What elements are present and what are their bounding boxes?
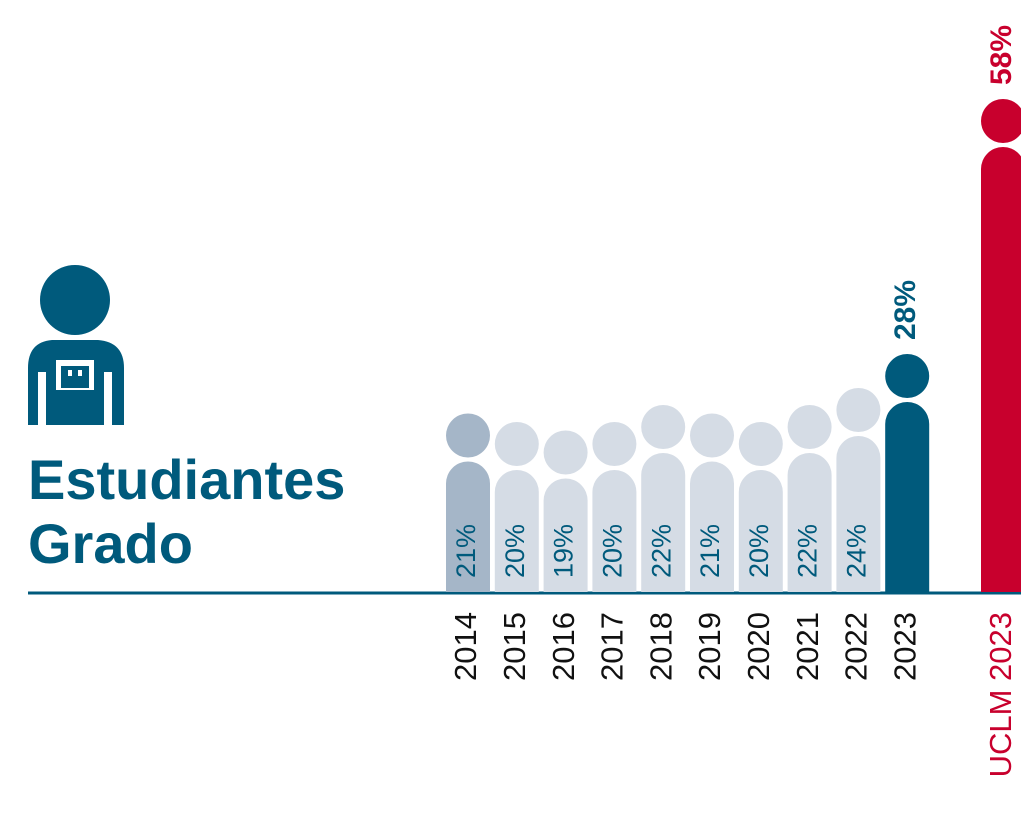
- x-tick-label: 2014: [448, 612, 483, 681]
- value-label: 19%: [549, 524, 579, 578]
- figure: [738, 422, 783, 592]
- value-label: 58%: [985, 25, 1018, 85]
- x-tick-label: 2022: [839, 612, 874, 681]
- figure-head: [494, 422, 539, 466]
- x-tick-label: 2015: [497, 612, 532, 681]
- figure-body: [690, 461, 734, 592]
- figure-head: [641, 405, 686, 449]
- figure-head: [592, 422, 637, 466]
- value-label: 20%: [598, 524, 628, 578]
- figure: [543, 430, 588, 592]
- value-label: 21%: [695, 524, 725, 578]
- x-tick-label: 2017: [595, 612, 630, 681]
- figure-head: [836, 388, 881, 432]
- x-tick-label: UCLM 2023: [983, 612, 1018, 777]
- figure: [641, 405, 686, 592]
- chart-title: Estudiantes Grado: [28, 448, 346, 575]
- x-tick-label: 2021: [790, 612, 825, 681]
- x-tick-label: 2016: [546, 612, 581, 681]
- figure-body: [446, 461, 490, 592]
- figure-body: [494, 470, 539, 592]
- figure-body: [641, 453, 686, 592]
- value-label: 20%: [744, 524, 774, 578]
- figure-body: [981, 147, 1021, 592]
- value-label: 22%: [793, 524, 823, 578]
- figure: [690, 413, 734, 592]
- figure-body: [738, 470, 783, 592]
- value-label: 20%: [500, 524, 530, 578]
- figure-body: [836, 436, 881, 592]
- figure-head: [446, 413, 490, 458]
- value-label: 28%: [889, 280, 922, 340]
- figure: [446, 413, 490, 592]
- figure-head: [690, 413, 734, 458]
- figure-head: [543, 430, 588, 475]
- value-label: 21%: [451, 524, 481, 578]
- x-tick-label: 2020: [741, 612, 776, 681]
- value-label: 22%: [646, 524, 676, 578]
- student-icon: [28, 265, 124, 425]
- figure: [981, 99, 1021, 592]
- figure: [836, 388, 881, 592]
- figure-head: [787, 405, 832, 449]
- figure-head: [885, 354, 930, 398]
- x-tick-label: 2018: [643, 612, 678, 681]
- figure: [787, 405, 832, 592]
- figure-body: [885, 402, 930, 592]
- figure-body: [543, 478, 588, 592]
- x-tick-label: 2023: [887, 612, 922, 681]
- figure-body: [592, 470, 637, 592]
- value-label: 24%: [842, 524, 872, 578]
- figure: [494, 422, 539, 592]
- figure-body: [787, 453, 832, 592]
- x-tick-label: 2019: [692, 612, 727, 681]
- figure: [592, 422, 637, 592]
- figure-head: [981, 99, 1021, 143]
- figure: [885, 354, 930, 592]
- figure-head: [738, 422, 783, 466]
